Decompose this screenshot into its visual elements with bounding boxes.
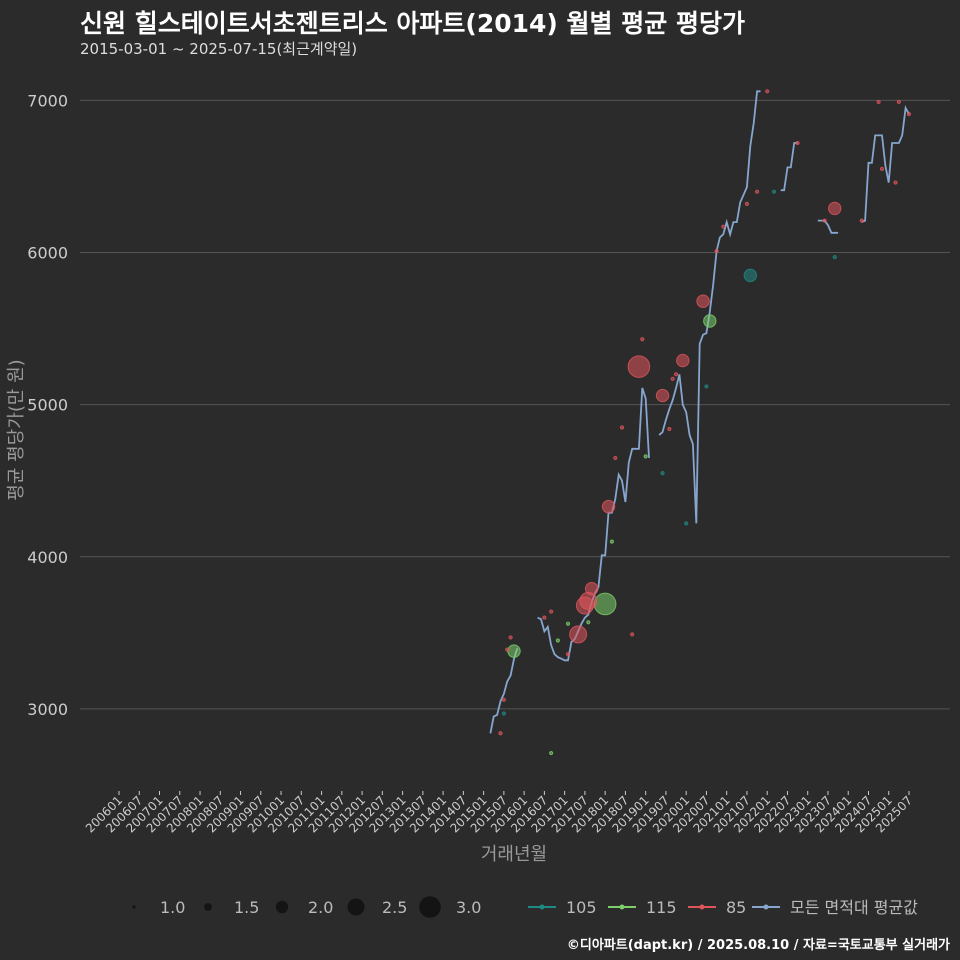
data-point-s105 [684,521,689,526]
data-point-s115 [593,592,617,616]
data-point-s85 [627,355,651,378]
data-point-s115 [703,314,717,328]
data-point-s105 [501,711,506,716]
data-point-s85 [906,112,912,117]
y-tick-label: 6000 [27,244,68,263]
data-point-s85 [676,353,690,368]
color-legend-dot-s85 [699,904,705,910]
size-legend-circle [347,898,365,916]
data-point-s85 [549,609,554,614]
data-point-s85 [508,635,513,640]
data-point-s85 [859,218,864,223]
data-point-s85 [696,294,710,308]
data-point-s115 [549,750,554,756]
data-point-s85 [505,647,510,652]
size-legend-circle [204,903,212,911]
color-legend-dot-avg [763,904,769,910]
data-point-s85 [795,140,800,146]
source-caption: ©디아파트(dapt.kr) / 2025.08.10 / 자료=국토교통부 실… [566,938,950,953]
data-point-s85 [542,615,547,620]
data-point-s85 [893,180,898,185]
data-points [498,89,912,756]
data-point-s85 [619,425,625,430]
data-point-s85 [613,455,618,461]
data-point-s85 [828,201,842,216]
size-legend-circle [132,905,136,909]
color-legend-label-s115: 115 [646,898,677,917]
size-legend-label: 2.5 [382,898,407,917]
average-line-segment [861,105,910,223]
data-point-s85 [630,632,635,637]
data-point-s105 [660,471,665,476]
size-legend-circle [275,900,289,914]
data-point-s85 [879,166,885,171]
data-point-s85 [498,731,503,736]
data-point-s85 [569,625,588,644]
size-legend-label: 1.5 [234,898,259,917]
size-legend-circle [419,896,441,918]
data-point-s85 [896,99,901,105]
y-axis: 3000 4000 5000 6000 7000 [27,91,68,719]
legend: 1.0 1.5 2.0 2.5 3.0 105 115 85 모든 면적대 평균값 [132,896,918,918]
average-line-segment [817,219,839,234]
color-legend-label-s105: 105 [566,898,597,917]
average-line [489,90,910,734]
size-legend-label: 1.0 [160,898,185,917]
data-point-s85 [822,218,827,223]
y-tick-label: 5000 [27,396,68,415]
data-point-s85 [876,99,881,105]
data-point-s115 [555,638,560,643]
data-point-s85 [601,499,616,514]
data-point-s85 [501,697,506,702]
data-point-s105 [704,384,709,389]
color-legend-dot-s105 [539,904,545,910]
average-line-segment [489,647,519,734]
y-tick-label: 3000 [27,700,68,719]
y-axis-label: 평균 평당가(만 원) [6,359,27,500]
grid-lines [80,99,950,710]
size-legend-label: 3.0 [456,898,481,917]
data-point-s115 [643,454,648,459]
data-point-s85 [744,201,750,206]
x-axis-label: 거래년월 [481,844,547,865]
data-point-s105 [743,268,758,283]
chart-subtitle: 2015-03-01 ~ 2025-07-15(최근계약일) [80,40,358,58]
data-point-s85 [670,376,675,381]
data-point-s85 [579,591,598,610]
data-point-s85 [667,426,672,432]
data-point-s115 [609,539,615,544]
average-line-segment [780,142,798,192]
data-point-s85 [640,337,645,342]
y-tick-label: 7000 [27,91,68,110]
color-legend-label-avg: 모든 면적대 평균값 [790,898,918,917]
y-tick-label: 4000 [27,548,68,567]
color-legend-label-s85: 85 [726,898,746,917]
data-point-s85 [673,372,679,377]
data-point-s85 [655,388,670,403]
size-legend-label: 2.0 [308,898,333,917]
chart-title: 신원 힐스테이트서초젠트리스 아파트(2014) 월별 평균 평당가 [80,9,745,38]
data-point-s115 [586,620,591,625]
data-point-s105 [832,255,837,260]
data-point-s85 [721,224,726,229]
color-legend-dot-s115 [619,904,625,910]
data-point-s115 [565,621,571,626]
data-point-s105 [771,189,777,194]
data-point-s85 [714,248,719,254]
data-point-s85 [565,652,571,657]
data-point-s85 [765,89,770,94]
average-line-segment [658,90,761,524]
data-point-s85 [754,189,760,194]
average-line-segment [537,387,650,662]
x-axis: 2006012006072007012007072008012008072009… [83,791,915,836]
data-point-s115 [507,644,521,658]
